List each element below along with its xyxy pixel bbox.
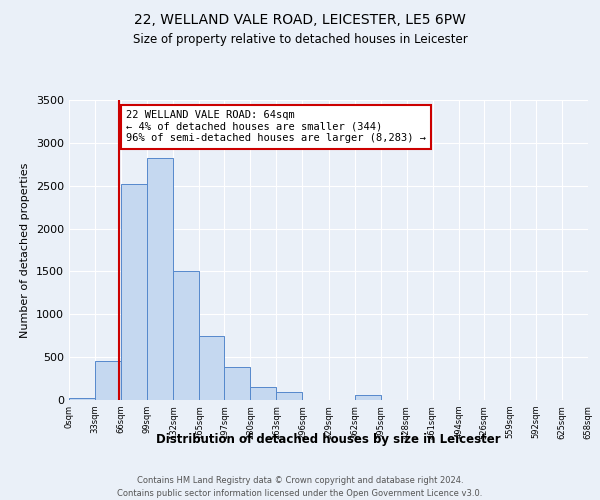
Bar — [147, 158, 173, 400]
Bar — [277, 392, 302, 400]
Text: Size of property relative to detached houses in Leicester: Size of property relative to detached ho… — [133, 32, 467, 46]
Bar — [355, 395, 380, 400]
Bar — [121, 184, 147, 400]
Bar — [173, 272, 199, 400]
Bar — [69, 398, 95, 400]
Bar — [199, 336, 224, 400]
Text: 22 WELLAND VALE ROAD: 64sqm
← 4% of detached houses are smaller (344)
96% of sem: 22 WELLAND VALE ROAD: 64sqm ← 4% of deta… — [126, 110, 426, 144]
Text: 22, WELLAND VALE ROAD, LEICESTER, LE5 6PW: 22, WELLAND VALE ROAD, LEICESTER, LE5 6P… — [134, 12, 466, 26]
Text: Contains HM Land Registry data © Crown copyright and database right 2024.: Contains HM Land Registry data © Crown c… — [137, 476, 463, 485]
Bar — [95, 360, 121, 400]
Bar — [224, 366, 250, 400]
Text: Contains public sector information licensed under the Open Government Licence v3: Contains public sector information licen… — [118, 489, 482, 498]
Y-axis label: Number of detached properties: Number of detached properties — [20, 162, 31, 338]
Bar — [250, 386, 277, 400]
Text: Distribution of detached houses by size in Leicester: Distribution of detached houses by size … — [157, 432, 501, 446]
